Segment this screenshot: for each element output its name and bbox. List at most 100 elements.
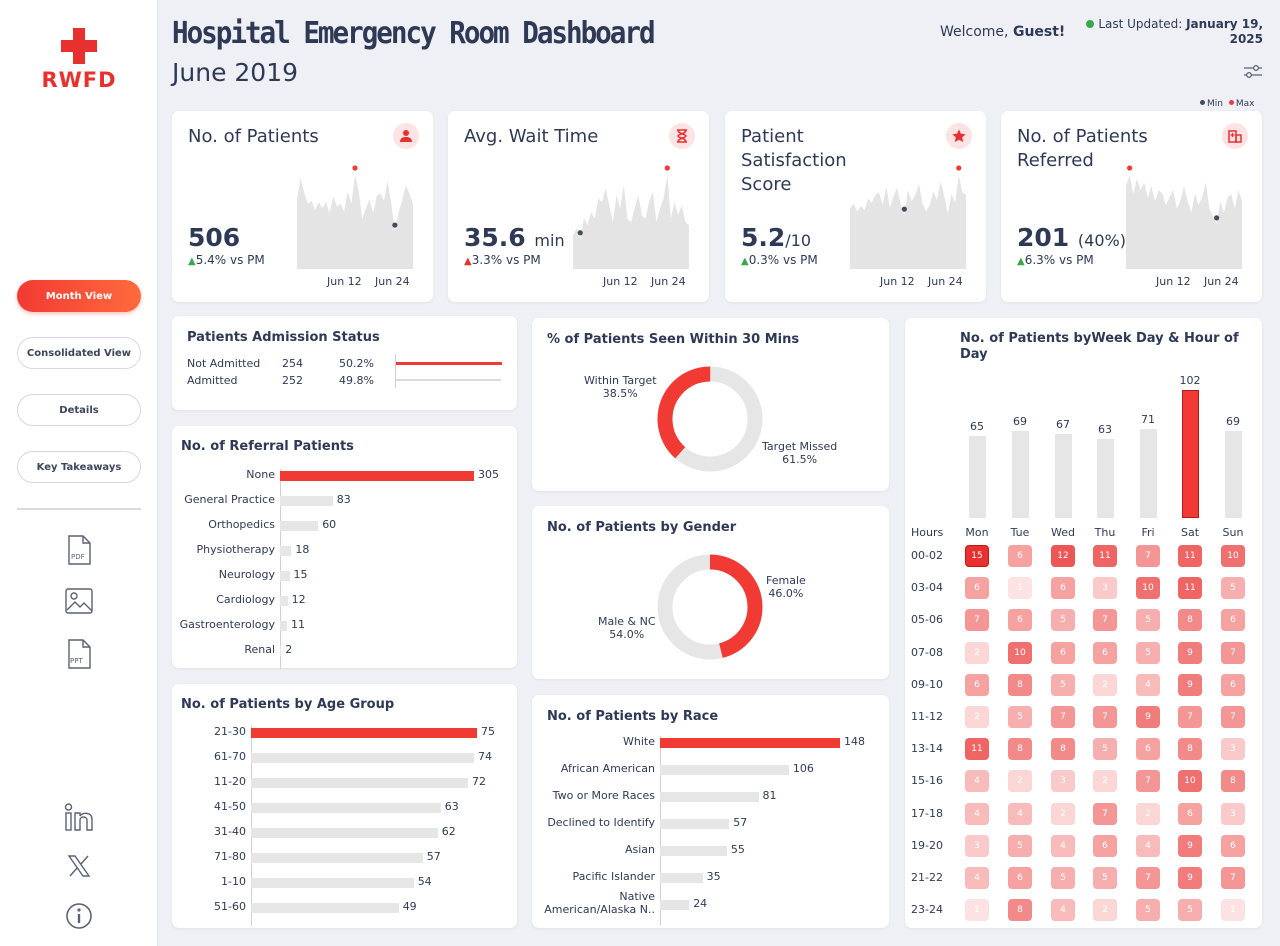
bar [280, 646, 282, 656]
donut-label-within: Within Target 38.5% [584, 374, 657, 400]
bar-label: 1-10 [221, 875, 246, 888]
heatmap-cell: 12 [1051, 545, 1075, 567]
heatmap-cell: 9 [1178, 673, 1202, 696]
heatmap-cell: 11 [1178, 577, 1202, 600]
heatmap-cell: 3 [1093, 577, 1117, 600]
bar-value: 106 [792, 762, 814, 775]
consolidated-view-button[interactable]: Consolidated View [17, 337, 141, 369]
day-total: 69 [1013, 415, 1027, 429]
heatmap-cell: 1 [1221, 899, 1245, 922]
card-title: No. of Patients byWeek Day & Hour of Day [960, 331, 1239, 362]
heatmap-cell: 7 [1221, 641, 1245, 664]
key-takeaways-button[interactable]: Key Takeaways [17, 451, 141, 483]
heatmap-cell: 7 [1136, 545, 1160, 567]
min-point [1214, 215, 1220, 221]
day-column [1224, 431, 1242, 518]
bar [251, 903, 399, 913]
heatmap-cell: 6 [1093, 641, 1117, 664]
bar-value: 60 [322, 518, 337, 531]
bar [660, 738, 840, 748]
bar-value: 148 [844, 735, 865, 748]
heatmap-cell: 6 [1221, 673, 1245, 696]
heatmap-cell: 8 [1178, 609, 1202, 632]
hour-label: 03-04 [911, 581, 943, 595]
bar-value: 18 [295, 543, 310, 556]
red-cross-logo-icon [61, 28, 97, 64]
heatmap-cell: 5 [1221, 577, 1245, 600]
last-updated-label: Last Updated: [1098, 17, 1183, 31]
info-icon[interactable] [62, 899, 96, 933]
kpi-value: 5.2/10 [741, 223, 811, 252]
heatmap-cell: 6 [1051, 577, 1075, 600]
bar-axis [251, 726, 252, 926]
card-title: No. of Patients by Race [547, 709, 719, 724]
bar-label: 51-60 [214, 900, 246, 913]
x-icon[interactable] [62, 849, 96, 883]
status-dot-icon [1086, 20, 1095, 28]
details-button[interactable]: Details [17, 394, 141, 426]
bar [280, 571, 290, 581]
donut-pct: 38.5% [602, 387, 638, 400]
kpi-card-satisfaction: Patient Satisfaction Score 5.2/10 ▲0.3% … [725, 111, 986, 302]
x-tick: Jun 12 [603, 275, 638, 288]
card-title: No. of Patients by Age Group [181, 697, 395, 712]
sparkline-area [573, 175, 689, 269]
heatmap-cell: 7 [1136, 770, 1160, 793]
heatmap-cell: 11 [965, 738, 989, 761]
bar-value: 74 [478, 750, 492, 763]
max-dot-icon [1228, 100, 1234, 105]
bar-label: Declined to Identify [547, 816, 655, 829]
heatmap-cell: 5 [1093, 867, 1117, 889]
filter-sliders-icon[interactable] [1243, 64, 1263, 80]
bar-value: 72 [472, 775, 486, 788]
ppt-icon[interactable]: PPT [62, 637, 96, 671]
heatmap-cell: 2 [1093, 673, 1117, 696]
heatmap-cell: 11 [1178, 545, 1202, 567]
bar-value: 63 [444, 800, 459, 813]
kpi-delta: ▲3.3% vs PM [464, 253, 541, 267]
heatmap-cell: 4 [1008, 802, 1032, 825]
age-group-card: No. of Patients by Age Group 21-30 75 61-7… [172, 684, 517, 928]
day-total: 102 [1179, 374, 1201, 387]
kpi-delta-text: 0.3% vs PM [748, 253, 818, 267]
day-total: 69 [1226, 415, 1240, 429]
heatmap-cell: 1 [1008, 577, 1032, 600]
heatmap-cell: 6 [1178, 802, 1202, 825]
kpi-delta-text: 3.3% vs PM [471, 253, 541, 267]
pdf-icon[interactable]: PDF [62, 533, 96, 567]
donut-slice [657, 366, 763, 472]
hourglass-icon [669, 123, 695, 149]
heatmap-cell: 8 [1051, 738, 1075, 761]
heatmap-cell: 2 [1136, 802, 1160, 825]
heatmap-cell: 2 [1093, 770, 1117, 793]
heatmap-cell: 6 [1093, 834, 1117, 857]
max-point [664, 165, 670, 171]
linkedin-icon[interactable] [62, 800, 96, 834]
heatmap-cell: 8 [1221, 770, 1245, 793]
bar [660, 792, 759, 802]
heatmap-cell: 9 [1178, 834, 1202, 857]
bar [660, 765, 789, 775]
bar-value: 12 [291, 593, 306, 606]
star-icon [946, 123, 972, 149]
sparkline-chart [1126, 165, 1242, 269]
bar-label: 21-30 [214, 725, 246, 738]
image-icon[interactable] [62, 584, 96, 618]
hospital-icon [1222, 123, 1248, 149]
kpi-extra: (40%) [1077, 231, 1126, 250]
day-label: Thu [1094, 526, 1116, 539]
card-title: % of Patients Seen Within 30 Mins [547, 332, 800, 347]
month-view-button[interactable]: Month View [17, 280, 141, 312]
kpi-value: 35.6 min [464, 223, 565, 252]
hours-axis-label: Hours [911, 526, 944, 539]
heatmap-cell: 2 [1008, 770, 1032, 793]
max-point [1127, 165, 1133, 171]
day-column [1011, 431, 1029, 518]
card-title: No. of Patients by Gender [547, 520, 737, 535]
bar [280, 496, 333, 506]
bar [280, 546, 292, 556]
donut-pct: 46.0% [768, 587, 804, 600]
sparkline-area [1126, 175, 1242, 269]
bar-value: 57 [733, 816, 748, 829]
donut-slice [657, 554, 763, 660]
